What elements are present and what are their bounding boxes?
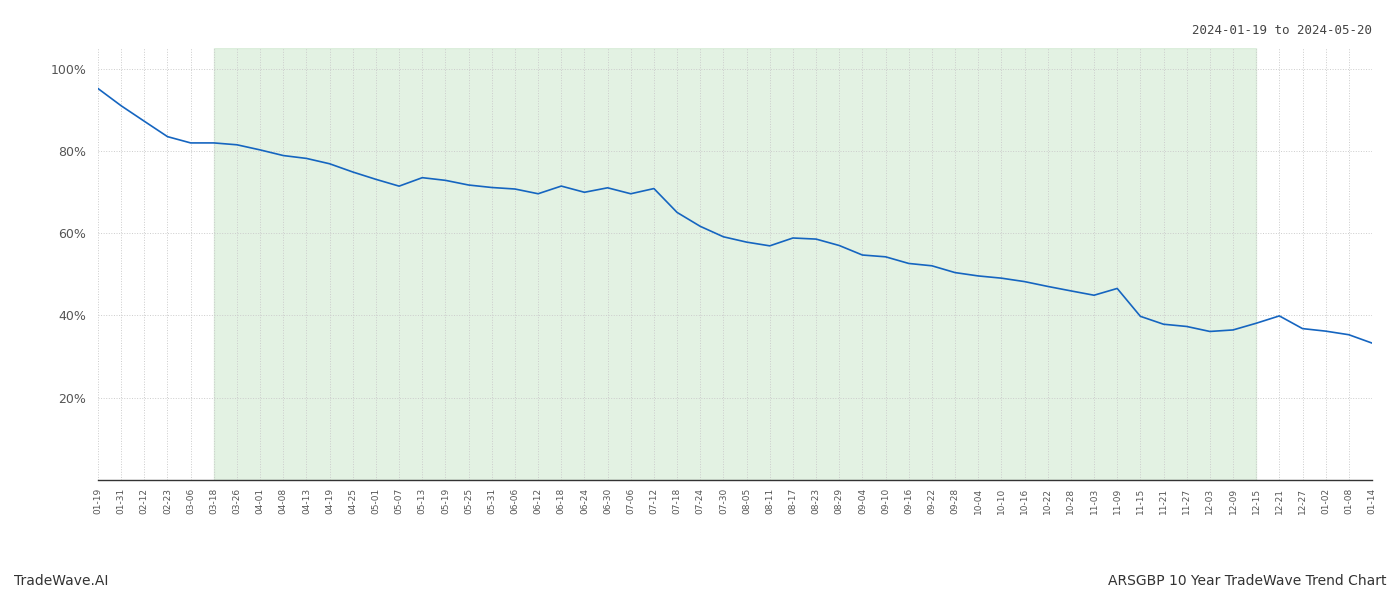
Text: ARSGBP 10 Year TradeWave Trend Chart: ARSGBP 10 Year TradeWave Trend Chart (1107, 574, 1386, 588)
Bar (214, 48, 1256, 480)
Text: 2024-01-19 to 2024-05-20: 2024-01-19 to 2024-05-20 (1191, 24, 1372, 37)
Text: TradeWave.AI: TradeWave.AI (14, 574, 108, 588)
